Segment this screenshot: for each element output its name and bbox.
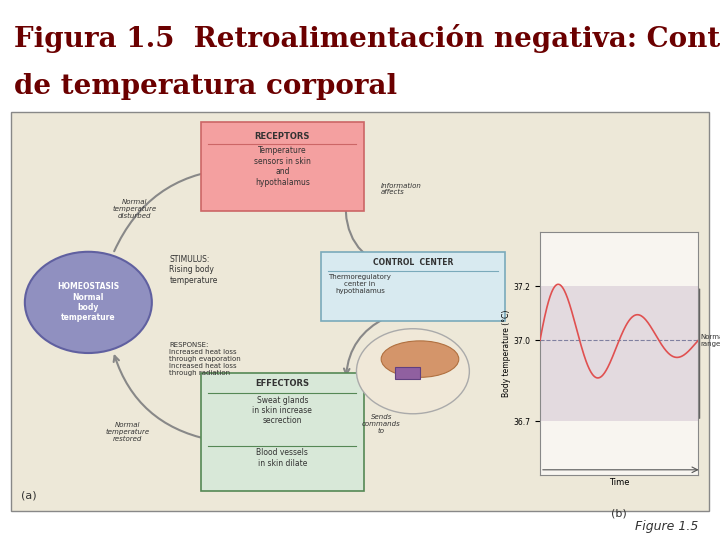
Text: Sends
commands
to: Sends commands to xyxy=(361,414,400,434)
Text: Normal
temperature
restored: Normal temperature restored xyxy=(105,422,149,442)
Text: EFFECTORS: EFFECTORS xyxy=(256,379,310,388)
Text: de temperatura corporal: de temperatura corporal xyxy=(14,73,397,100)
Text: RESPONSE:
Increased heat loss
through evaporation
Increased heat loss
through ra: RESPONSE: Increased heat loss through ev… xyxy=(169,342,241,376)
Text: Figura 1.5  Retroalimentación negativa: Control: Figura 1.5 Retroalimentación negativa: C… xyxy=(14,24,720,53)
Ellipse shape xyxy=(24,252,152,353)
Text: HOMEOSTASIS
Normal
body
temperature: HOMEOSTASIS Normal body temperature xyxy=(58,282,120,322)
Text: (b): (b) xyxy=(611,509,627,519)
Text: Information
affects: Information affects xyxy=(381,183,422,195)
Text: Temperature
sensors in skin
and
hypothalamus: Temperature sensors in skin and hypothal… xyxy=(254,146,311,187)
Text: Normal
range: Normal range xyxy=(701,334,720,347)
Text: STIMULUS:
Rising body
temperature: STIMULUS: Rising body temperature xyxy=(169,255,218,285)
Ellipse shape xyxy=(356,329,469,414)
Text: RECEPTORS: RECEPTORS xyxy=(255,132,310,141)
Text: Blood vessels
in skin dilate: Blood vessels in skin dilate xyxy=(256,448,308,468)
Y-axis label: Body temperature (°C): Body temperature (°C) xyxy=(502,310,510,397)
Bar xyxy=(395,367,420,379)
FancyBboxPatch shape xyxy=(11,112,709,511)
X-axis label: Time: Time xyxy=(609,478,629,487)
Text: Sweat glands
in skin increase
secrection: Sweat glands in skin increase secrection xyxy=(253,395,312,426)
FancyBboxPatch shape xyxy=(321,252,505,321)
Text: (a): (a) xyxy=(22,491,37,501)
Bar xyxy=(540,286,698,421)
Text: Normal
temperature
disturbed: Normal temperature disturbed xyxy=(112,199,156,219)
FancyBboxPatch shape xyxy=(201,122,364,211)
Text: Thermoregulatory
center in
hypothalamus: Thermoregulatory center in hypothalamus xyxy=(328,274,392,294)
FancyBboxPatch shape xyxy=(201,373,364,491)
Ellipse shape xyxy=(381,341,459,377)
Text: Figure 1.5: Figure 1.5 xyxy=(635,520,698,533)
Text: CONTROL  CENTER: CONTROL CENTER xyxy=(373,258,453,267)
